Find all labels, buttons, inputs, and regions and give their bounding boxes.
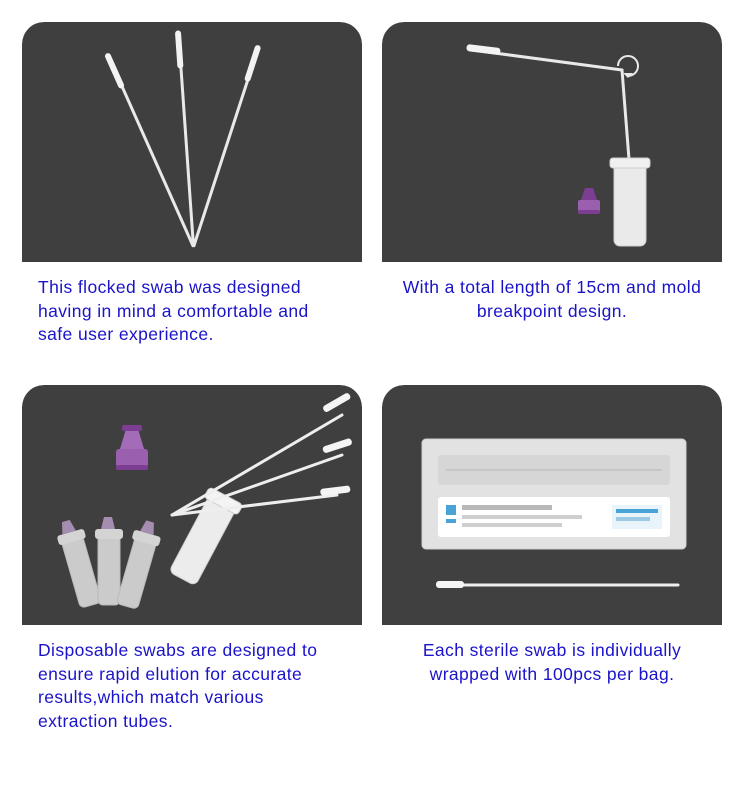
feature-card-flocked-swab: This flocked swab was designed having in… (22, 22, 362, 365)
swab-icon (192, 47, 259, 247)
tube-cap-icon (116, 425, 148, 470)
infographic-grid: This flocked swab was designed having in… (0, 0, 750, 773)
breakpoint-swab-icon (382, 22, 722, 262)
card-caption: Disposable swabs are designed to ensure … (22, 625, 362, 752)
feature-card-breakpoint: With a total length of 15cm and mold bre… (382, 22, 722, 365)
card-caption: With a total length of 15cm and mold bre… (382, 262, 722, 365)
tube-cap-icon (578, 188, 600, 214)
card-illustration (22, 22, 362, 262)
tubes-swabs-icon (22, 385, 362, 625)
package-icon (382, 385, 722, 625)
card-illustration (382, 385, 722, 625)
card-caption: Each sterile swab is individually wrappe… (382, 625, 722, 752)
card-caption: This flocked swab was designed having in… (22, 262, 362, 365)
feature-card-elution: Disposable swabs are designed to ensure … (22, 385, 362, 752)
card-illustration (382, 22, 722, 262)
feature-card-packaging: Each sterile swab is individually wrappe… (382, 385, 722, 752)
card-illustration (22, 385, 362, 625)
